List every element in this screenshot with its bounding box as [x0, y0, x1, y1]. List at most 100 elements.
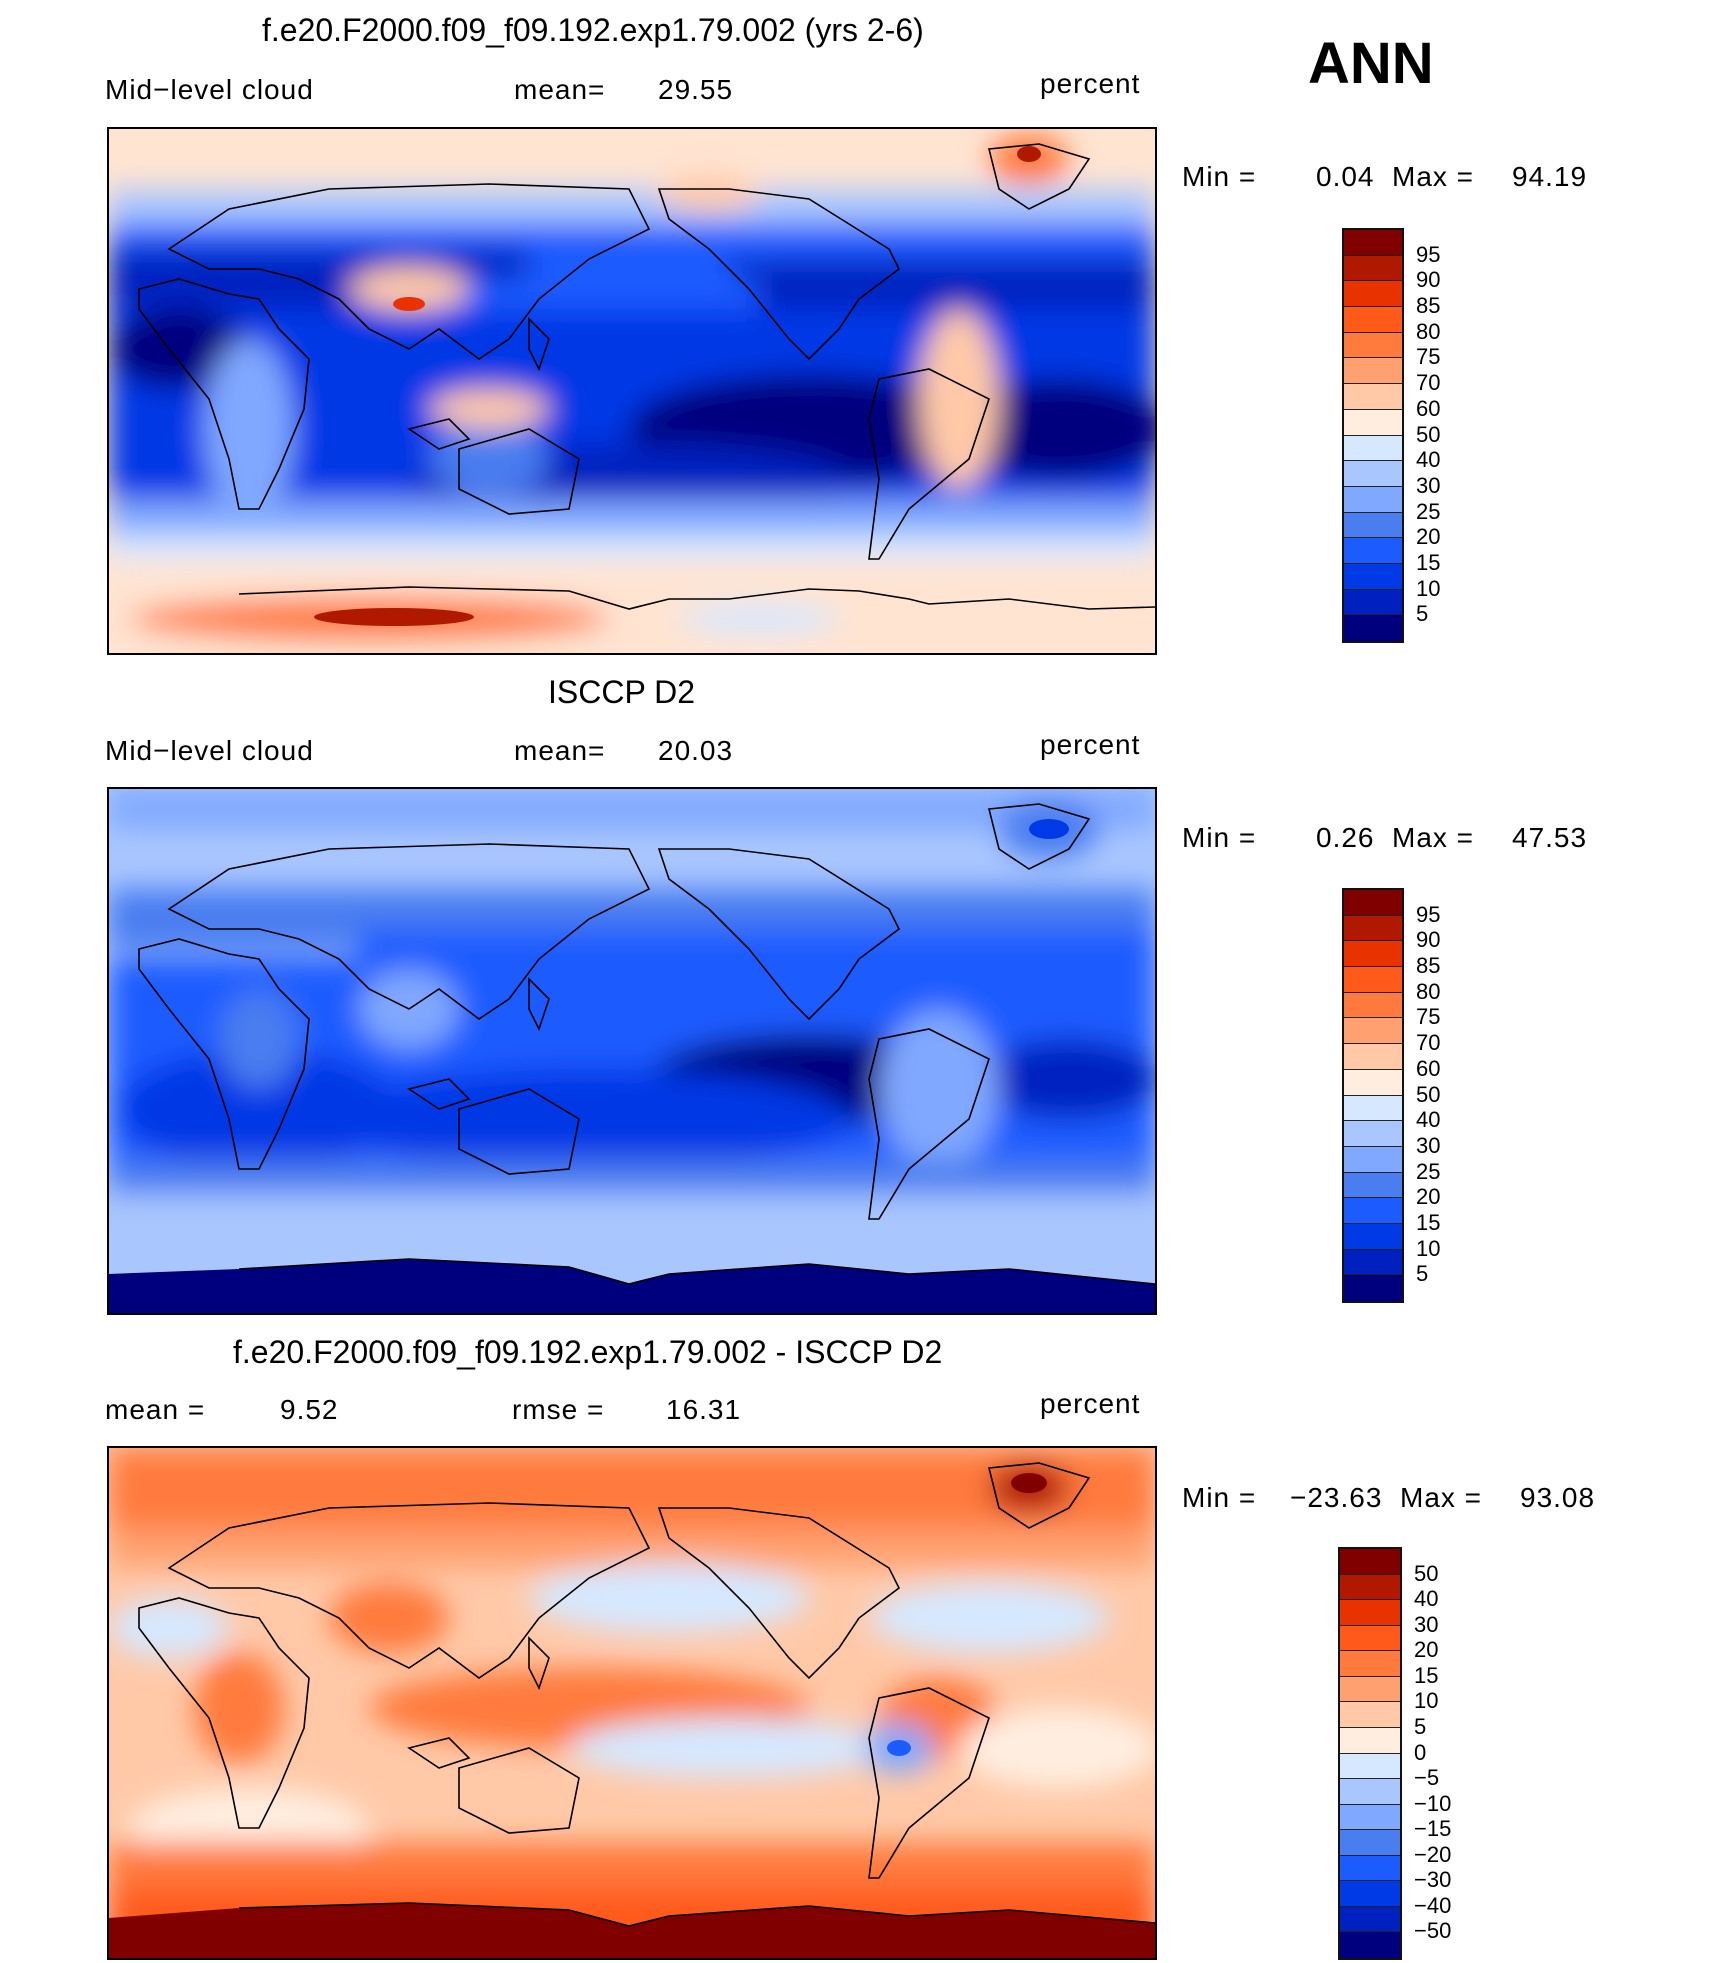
- colorbar-cell: [1344, 1018, 1402, 1045]
- colorbar-tick-label: 70: [1416, 370, 1441, 396]
- colorbar-tick-label: −20: [1414, 1841, 1452, 1867]
- panel1-mean-label: mean=: [514, 74, 606, 105]
- colorbar-cell: [1344, 461, 1402, 487]
- panel1-variable-label: Mid−level cloud: [105, 74, 314, 105]
- panel2-map: [107, 787, 1157, 1315]
- colorbar-tick-label: 25: [1416, 498, 1441, 524]
- colorbar-tick-label: 15: [1416, 549, 1441, 575]
- panel2-min-label: Min =: [1182, 822, 1257, 853]
- colorbar-cell: [1340, 1676, 1400, 1703]
- panel2-map-svg: [109, 789, 1155, 1313]
- colorbar-tick-label: 10: [1416, 575, 1441, 601]
- colorbar-tick-label: 85: [1416, 293, 1441, 319]
- colorbar-tick-label: 5: [1414, 1713, 1427, 1739]
- panel3-map-svg: [109, 1448, 1155, 1958]
- colorbar-cell: [1344, 384, 1402, 410]
- colorbar-cell: [1340, 1830, 1400, 1856]
- colorbar-tick-label: 5: [1416, 601, 1429, 627]
- colorbar-cell: [1344, 1198, 1402, 1224]
- colorbar-cell: [1344, 538, 1402, 564]
- colorbar-cell: [1340, 1932, 1400, 1958]
- colorbar-tick-label: 20: [1414, 1637, 1439, 1663]
- panel2-min-value: 0.26: [1316, 822, 1375, 853]
- colorbar-tick-label: 50: [1416, 421, 1441, 447]
- panel3-min-value: −23.63: [1290, 1482, 1383, 1513]
- colorbar-cell: [1344, 230, 1402, 256]
- colorbar-tick-label: −15: [1414, 1816, 1452, 1842]
- colorbar-tick-label: 80: [1416, 318, 1441, 344]
- panel3-rmse-value: 16.31: [666, 1394, 742, 1425]
- colorbar-tick-label: 30: [1416, 472, 1441, 498]
- colorbar-cell: [1340, 1779, 1400, 1805]
- colorbar-cell: [1344, 1069, 1402, 1096]
- colorbar-tick-label: 40: [1416, 447, 1441, 473]
- colorbar-cell: [1344, 512, 1402, 539]
- colorbar-cell: [1340, 1855, 1400, 1882]
- colorbar-cell: [1340, 1549, 1400, 1575]
- colorbar-cell: [1344, 358, 1402, 385]
- panel3-rmse-label: rmse =: [512, 1394, 605, 1425]
- colorbar-cell: [1344, 486, 1402, 513]
- panel3-mean-label: mean =: [105, 1394, 206, 1425]
- colorbar-tick-label: 85: [1416, 953, 1441, 979]
- colorbar-cell: [1344, 1275, 1402, 1301]
- colorbar-cell: [1340, 1600, 1400, 1626]
- colorbar-cell: [1344, 255, 1402, 282]
- colorbar-tick-label: −10: [1414, 1790, 1452, 1816]
- panel3-map: [107, 1446, 1157, 1960]
- colorbar-cell: [1344, 1121, 1402, 1147]
- panel1-min-value: 0.04: [1316, 161, 1375, 192]
- colorbar-tick-label: 90: [1416, 267, 1441, 293]
- panel2-mean-value: 20.03: [658, 735, 734, 766]
- colorbar-tick-label: 40: [1414, 1586, 1439, 1612]
- panel2-mean-label: mean=: [514, 735, 606, 766]
- colorbar-tick-label: 90: [1416, 927, 1441, 953]
- colorbar-tick-label: 75: [1416, 1004, 1441, 1030]
- panel3-max-label: Max =: [1400, 1482, 1483, 1513]
- panel1-mean-value: 29.55: [658, 74, 734, 105]
- colorbar-tick-label: 5: [1416, 1261, 1429, 1287]
- colorbar-tick-label: 30: [1416, 1132, 1441, 1158]
- colorbar-cell: [1344, 890, 1402, 916]
- colorbar-cell: [1344, 1095, 1402, 1122]
- colorbar-cell: [1344, 332, 1402, 359]
- colorbar-tick-label: 95: [1416, 241, 1441, 267]
- panel2-units-label: percent: [1040, 729, 1141, 760]
- colorbar-tick-label: −5: [1414, 1765, 1440, 1791]
- colorbar-cell: [1344, 409, 1402, 436]
- panel1-map-svg: [109, 129, 1155, 653]
- panel2-title: ISCCP D2: [548, 674, 696, 710]
- colorbar-cell: [1344, 1223, 1402, 1250]
- colorbar-cell: [1344, 615, 1402, 641]
- colorbar-tick-label: 25: [1416, 1158, 1441, 1184]
- colorbar-tick-label: 20: [1416, 1184, 1441, 1210]
- panel3-colorbar: [1338, 1547, 1402, 1960]
- panel2-max-label: Max =: [1392, 822, 1475, 853]
- panel3-mean-value: 9.52: [280, 1394, 339, 1425]
- panel2-colorbar: [1342, 888, 1404, 1303]
- colorbar-tick-label: 70: [1416, 1030, 1441, 1056]
- colorbar-cell: [1340, 1574, 1400, 1601]
- panel1-max-label: Max =: [1392, 161, 1475, 192]
- colorbar-cell: [1344, 1044, 1402, 1070]
- colorbar-cell: [1344, 563, 1402, 590]
- colorbar-tick-label: 15: [1416, 1209, 1441, 1235]
- colorbar-cell: [1344, 1146, 1402, 1173]
- colorbar-cell: [1340, 1702, 1400, 1728]
- colorbar-cell: [1340, 1727, 1400, 1754]
- colorbar-tick-label: −30: [1414, 1867, 1452, 1893]
- colorbar-tick-label: 60: [1416, 1055, 1441, 1081]
- panel2-variable-label: Mid−level cloud: [105, 735, 314, 766]
- colorbar-tick-label: 30: [1414, 1611, 1439, 1637]
- colorbar-cell: [1344, 281, 1402, 308]
- colorbar-cell: [1344, 307, 1402, 333]
- colorbar-cell: [1340, 1625, 1400, 1652]
- panel3-units-label: percent: [1040, 1388, 1141, 1419]
- colorbar-tick-label: 50: [1414, 1560, 1439, 1586]
- colorbar-tick-label: 60: [1416, 395, 1441, 421]
- panel2-max-value: 47.53: [1512, 822, 1588, 853]
- panel1-units-label: percent: [1040, 68, 1141, 99]
- panel3-title: f.e20.F2000.f09_f09.192.exp1.79.002 - IS…: [233, 1334, 943, 1370]
- colorbar-tick-label: 10: [1414, 1688, 1439, 1714]
- colorbar-tick-label: 10: [1416, 1235, 1441, 1261]
